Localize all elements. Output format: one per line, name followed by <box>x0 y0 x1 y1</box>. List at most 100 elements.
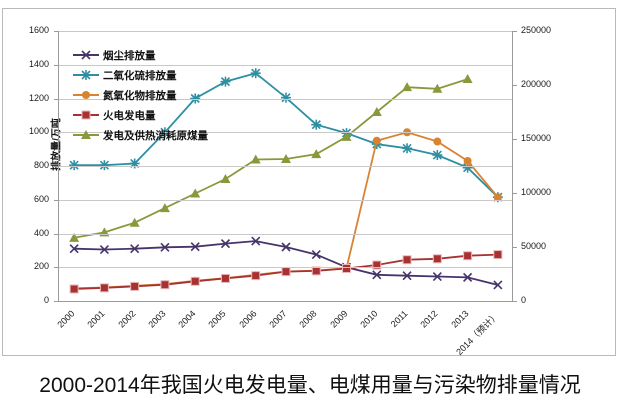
data-point <box>311 266 321 276</box>
series-line <box>73 78 468 239</box>
data-point <box>311 119 322 130</box>
right-tick-mark <box>513 139 517 140</box>
data-point <box>463 251 473 261</box>
data-point <box>130 281 140 291</box>
legend-item[interactable]: 烟尘排放量 <box>73 45 263 65</box>
legend-swatch <box>73 89 99 101</box>
data-point <box>402 143 413 154</box>
legend-swatch <box>73 49 99 61</box>
data-point <box>69 284 79 294</box>
legend-item[interactable]: 二氧化硫排放量 <box>73 65 263 85</box>
plot-area <box>58 31 513 302</box>
gridline <box>59 267 512 268</box>
left-tick-mark <box>54 267 58 269</box>
data-point <box>81 130 91 139</box>
gridline <box>59 31 512 32</box>
left-tick-mark <box>54 98 58 100</box>
data-point <box>372 270 382 280</box>
left-tick-mark <box>54 166 58 167</box>
series-layer <box>69 68 503 294</box>
data-point <box>190 276 200 286</box>
data-point <box>432 150 443 161</box>
left-tick-label: 1600 <box>28 25 49 35</box>
legend-item[interactable]: 氮氧化物排放量 <box>73 85 263 105</box>
left-tick-label: 0 <box>43 295 49 305</box>
legend-marker-icon <box>81 50 91 60</box>
data-point <box>130 244 140 254</box>
data-point <box>493 193 502 202</box>
left-tick-mark <box>54 64 58 66</box>
left-tick-label: 1200 <box>28 92 49 103</box>
data-point <box>129 217 140 227</box>
gridline <box>59 99 512 100</box>
right-tick-label: 0 <box>521 295 527 305</box>
data-point <box>462 74 473 84</box>
legend-swatch <box>73 129 99 141</box>
data-point <box>160 242 170 252</box>
data-point <box>159 203 170 213</box>
legend-label: 二氧化硫排放量 <box>103 69 177 82</box>
data-point <box>402 82 413 92</box>
caption-band: 2000-2014年我国火电发电量、电煤用量与污染物排量情况 <box>0 360 620 407</box>
data-point <box>251 271 261 281</box>
gridline <box>59 132 512 133</box>
data-point <box>251 236 261 246</box>
data-point <box>402 271 412 281</box>
data-point <box>432 271 442 282</box>
right-tick-label: 50000 <box>521 241 547 251</box>
data-point <box>69 244 79 254</box>
data-point <box>250 154 261 164</box>
legend-label: 火电发电量 <box>103 109 156 122</box>
right-tick-label: 250000 <box>521 25 552 35</box>
right-tick-label: 100000 <box>521 187 552 197</box>
legend-item[interactable]: 火电发电量 <box>73 105 263 125</box>
data-point <box>372 260 382 270</box>
data-point <box>69 232 80 242</box>
data-point <box>342 263 352 273</box>
legend-marker-icon <box>81 130 91 139</box>
data-point <box>281 153 291 163</box>
data-point <box>371 107 382 116</box>
left-tick-mark <box>54 199 58 201</box>
data-point <box>281 242 291 252</box>
data-point <box>311 149 322 159</box>
data-point <box>99 244 109 255</box>
right-tick-mark <box>513 193 517 194</box>
left-tick-label: 1400 <box>28 58 49 69</box>
data-point <box>372 136 381 145</box>
data-point <box>493 280 503 290</box>
data-point <box>311 250 321 260</box>
chart-frame: 排放量/万吨 原煤量、发电量/万吨、亿千瓦时 02004006008001000… <box>2 8 616 357</box>
data-point <box>341 131 352 141</box>
data-point <box>81 70 91 80</box>
data-point <box>190 242 200 252</box>
data-point <box>190 188 201 198</box>
gridline <box>59 65 512 66</box>
data-point <box>433 137 442 146</box>
data-point <box>463 156 472 165</box>
left-tick-mark <box>54 132 58 134</box>
right-tick-mark <box>513 247 517 248</box>
data-point <box>82 91 90 99</box>
data-point <box>99 160 110 171</box>
left-tick-label: 800 <box>33 160 49 170</box>
data-point <box>432 254 442 264</box>
gridline <box>59 200 512 201</box>
legend-item[interactable]: 发电及供热消耗原煤量 <box>73 125 263 145</box>
right-tick-label: 150000 <box>521 133 552 143</box>
data-point <box>462 162 473 173</box>
data-point <box>402 255 412 265</box>
legend-label: 氮氧化物排放量 <box>103 89 177 102</box>
left-tick-label: 400 <box>33 227 49 238</box>
data-point <box>190 93 201 104</box>
data-point <box>99 283 109 293</box>
data-point <box>69 160 80 171</box>
data-point <box>250 68 261 79</box>
data-point <box>463 272 473 282</box>
right-tick-mark <box>513 301 517 302</box>
data-point <box>220 273 230 283</box>
left-tick-mark <box>54 233 58 235</box>
chart-caption: 2000-2014年我国火电发电量、电煤用量与污染物排量情况 <box>39 373 581 397</box>
legend-swatch <box>73 69 99 81</box>
